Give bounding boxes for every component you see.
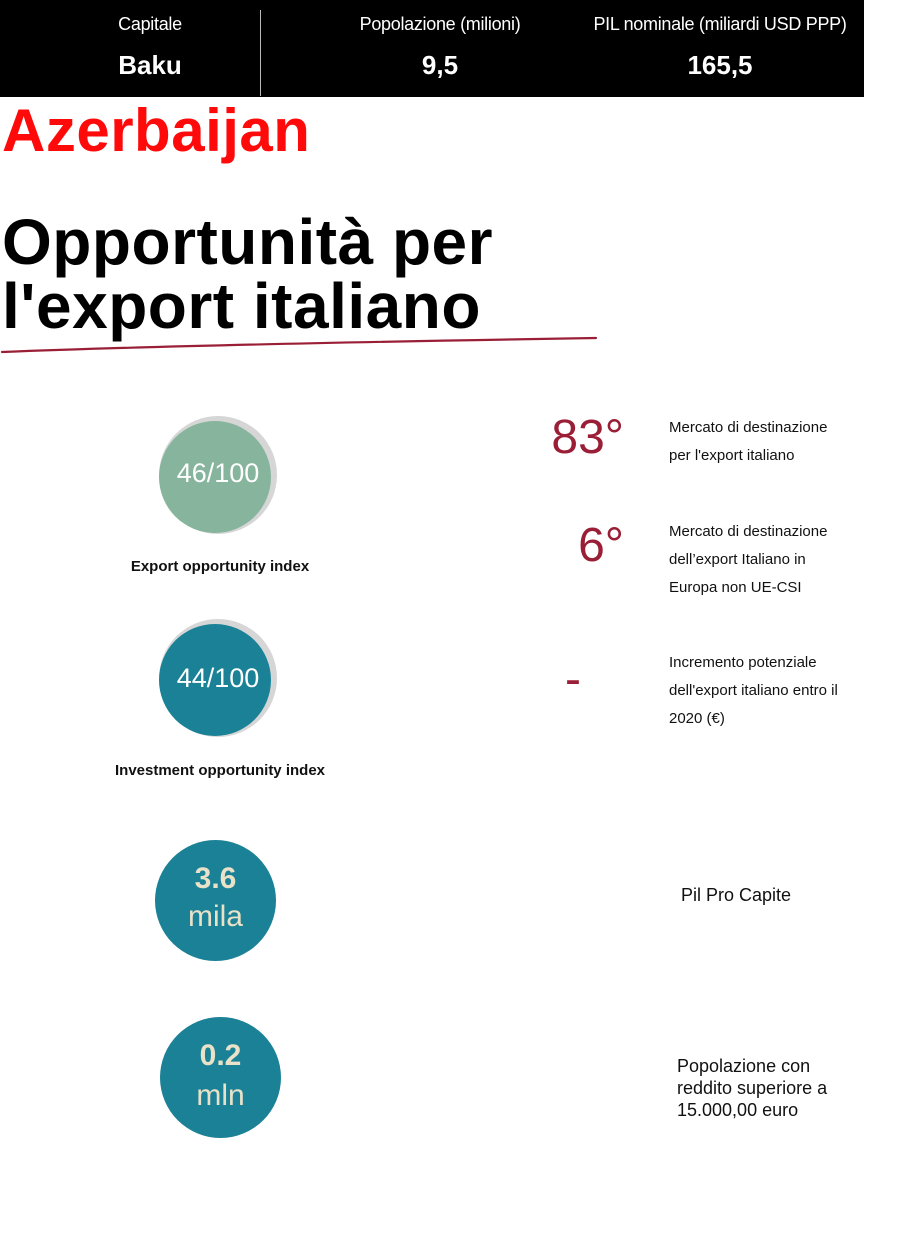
gdp-value: 165,5 — [687, 50, 753, 80]
export-growth-value: - — [565, 653, 581, 706]
title-line-1: Opportunità per — [2, 206, 494, 278]
export-market-rank: 83° — [551, 411, 624, 464]
high-income-population-unit: mln — [196, 1079, 245, 1112]
export-market-rank-desc: Mercato di destinazione per l'export ita… — [669, 419, 828, 464]
title-line-2: l'export italiano — [2, 270, 481, 342]
gdp-label: PIL nominale (miliardi USD PPP) — [593, 14, 847, 34]
high-income-population-value: 0.2 — [199, 1039, 242, 1072]
gdp-per-capita-desc: Pil Pro Capite — [681, 885, 792, 905]
capital-cell: Capitale Baku — [40, 0, 260, 97]
export-gauge-ring — [159, 416, 277, 534]
export-growth-desc: Incremento potenziale dell'export italia… — [669, 654, 838, 727]
population-cell: Popolazione (milioni) 9,5 — [300, 0, 580, 97]
investment-opportunity-gauge: 44/100 — [155, 615, 281, 741]
investment-index-label: Investment opportunity index — [114, 762, 325, 779]
gdp-cell: PIL nominale (miliardi USD PPP) 165,5 — [560, 0, 880, 97]
investment-gauge-disc — [159, 624, 271, 736]
export-index-value: 46/100 — [176, 458, 260, 488]
divider — [260, 10, 261, 96]
export-gauge-disc — [159, 421, 271, 533]
investment-gauge-ring — [159, 619, 277, 737]
capital-label: Capitale — [118, 14, 182, 34]
gdp-per-capita-bubble: 3.6 mila — [155, 840, 276, 961]
population-value: 9,5 — [421, 50, 459, 80]
europe-market-rank: 6° — [578, 519, 624, 572]
gdp-per-capita-unit: mila — [187, 900, 243, 933]
population-label: Popolazione (milioni) — [359, 14, 521, 34]
country-name: Azerbaijan — [2, 97, 311, 164]
high-income-population-desc: Popolazione con reddito superiore a 15.0… — [677, 1056, 828, 1120]
summary-bar: Capitale Baku Popolazione (milioni) 9,5 … — [0, 0, 864, 97]
title-underline — [0, 336, 598, 354]
page-title: Opportunità per l'export italiano — [2, 210, 493, 338]
gdp-per-capita-value: 3.6 — [194, 862, 237, 895]
europe-market-rank-desc: Mercato di destinazione dell’export Ital… — [669, 523, 828, 596]
export-opportunity-gauge: 46/100 — [155, 412, 281, 538]
high-income-population-bubble: 0.2 mln — [160, 1017, 281, 1138]
investment-index-value: 44/100 — [176, 663, 260, 693]
capital-value: Baku — [118, 50, 182, 80]
export-index-label: Export opportunity index — [130, 558, 310, 575]
